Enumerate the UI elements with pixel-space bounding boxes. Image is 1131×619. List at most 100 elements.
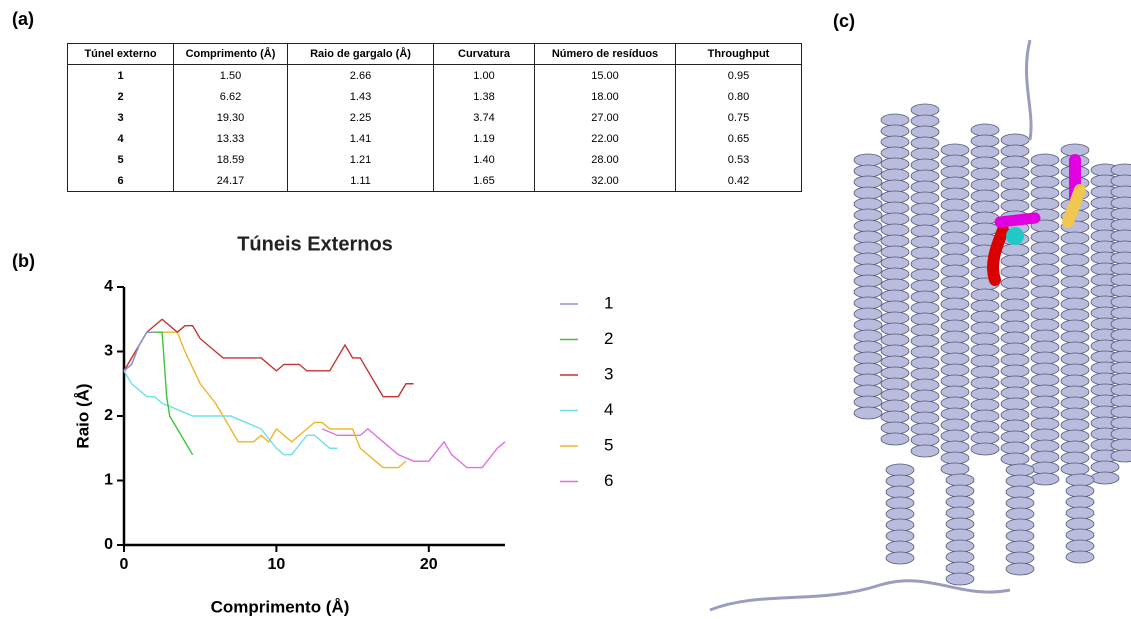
table-cell: 1.41 <box>288 128 434 149</box>
protein-part <box>971 432 999 444</box>
protein-part <box>881 136 909 148</box>
protein-part <box>1001 178 1029 190</box>
protein-part <box>1001 189 1029 201</box>
protein-part <box>1061 254 1089 266</box>
protein-part <box>854 319 882 331</box>
legend-label: 5 <box>604 435 613 454</box>
protein-part <box>971 190 999 202</box>
protein-part <box>1031 253 1059 265</box>
protein-part <box>941 331 969 343</box>
protein-part <box>946 507 974 519</box>
protein-part <box>854 352 882 364</box>
legend-label: 3 <box>604 364 613 383</box>
table-cell: 32.00 <box>535 170 676 192</box>
table-cell: 22.00 <box>535 128 676 149</box>
table-cell: 18.59 <box>174 149 288 170</box>
table-cell: 15.00 <box>535 65 676 87</box>
protein-part <box>1031 231 1059 243</box>
protein-part <box>1006 563 1034 575</box>
protein-part <box>1001 156 1029 168</box>
protein-part <box>1031 374 1059 386</box>
table-cell: 27.00 <box>535 107 676 128</box>
protein-part <box>881 224 909 236</box>
protein-part <box>941 342 969 354</box>
protein-part <box>941 320 969 332</box>
protein-part <box>1001 453 1029 465</box>
protein-part <box>1061 309 1089 321</box>
table-cell: 0.42 <box>676 170 802 192</box>
protein-part <box>881 389 909 401</box>
protein-part <box>971 201 999 213</box>
table-cell: 3 <box>68 107 174 128</box>
protein-part <box>1006 227 1024 245</box>
protein-part <box>1031 264 1059 276</box>
protein-part <box>886 475 914 487</box>
protein-part <box>881 147 909 159</box>
x-tick-label: 20 <box>420 556 438 573</box>
protein-part <box>941 298 969 310</box>
protein-part <box>881 378 909 390</box>
protein-part <box>1061 364 1089 376</box>
protein-part <box>1031 429 1059 441</box>
table-cell: 1.00 <box>434 65 535 87</box>
protein-part <box>1031 154 1059 166</box>
protein-part <box>1031 165 1059 177</box>
protein-part <box>1031 473 1059 485</box>
protein-part <box>1001 442 1029 454</box>
protein-part <box>941 155 969 167</box>
protein-part <box>886 508 914 520</box>
protein-part <box>911 115 939 127</box>
protein-part <box>1001 244 1029 256</box>
y-tick-label: 4 <box>104 278 113 295</box>
protein-part <box>911 170 939 182</box>
protein-part <box>911 357 939 369</box>
table-cell: 0.75 <box>676 107 802 128</box>
protein-part <box>971 146 999 158</box>
protein-part <box>854 187 882 199</box>
protein-part <box>1001 398 1029 410</box>
panel-label: (b) <box>12 251 35 271</box>
protein-part <box>911 379 939 391</box>
x-axis-title: Comprimento (Å) <box>211 597 350 616</box>
protein-part <box>941 254 969 266</box>
protein-part <box>941 386 969 398</box>
protein-part <box>881 345 909 357</box>
protein-part <box>1061 452 1089 464</box>
protein-part <box>971 135 999 147</box>
table-cell: Túnel externo <box>68 44 174 65</box>
protein-part <box>1006 541 1034 553</box>
protein-part <box>941 309 969 321</box>
protein-part <box>1031 286 1059 298</box>
protein-part <box>971 399 999 411</box>
table-cell: Comprimento (Å) <box>174 44 288 65</box>
protein-part <box>1000 218 1035 222</box>
protein-part <box>911 203 939 215</box>
protein-part <box>941 210 969 222</box>
protein-part <box>1031 275 1059 287</box>
table-cell: 1.38 <box>434 86 535 107</box>
protein-part <box>854 330 882 342</box>
protein-part <box>881 356 909 368</box>
protein-part <box>1001 299 1029 311</box>
page: (a) (b) (c) Túneis Externos Comprimento … <box>0 0 1131 619</box>
protein-part <box>971 344 999 356</box>
protein-part <box>1061 419 1089 431</box>
protein-part <box>1001 255 1029 267</box>
protein-part <box>1001 376 1029 388</box>
protein-part <box>1061 331 1089 343</box>
table-cell: 28.00 <box>535 149 676 170</box>
protein-part <box>911 126 939 138</box>
table-cell: 2.25 <box>288 107 434 128</box>
legend-label: 6 <box>604 471 613 490</box>
protein-part <box>941 265 969 277</box>
protein-part <box>1066 518 1094 530</box>
protein-part <box>886 464 914 476</box>
protein-part <box>1031 341 1059 353</box>
protein-part <box>911 335 939 347</box>
protein-part <box>971 333 999 345</box>
protein-part <box>881 301 909 313</box>
protein-part <box>941 430 969 442</box>
table-cell: Throughput <box>676 44 802 65</box>
protein-part <box>1061 320 1089 332</box>
